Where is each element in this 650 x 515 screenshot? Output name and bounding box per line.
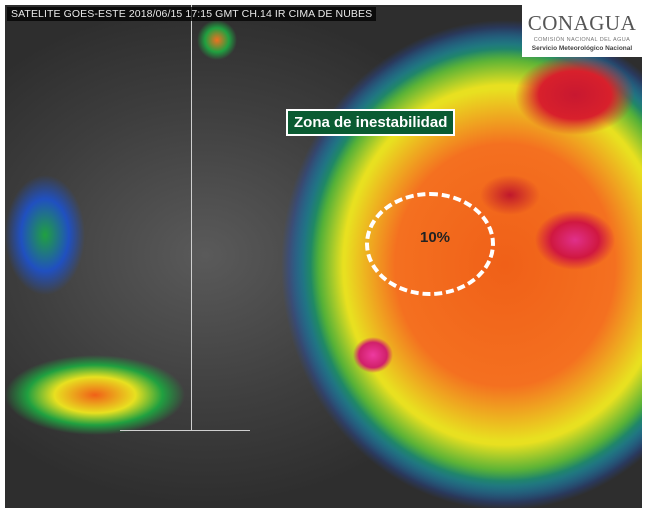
conagua-logo: CONAGUA COMISIÓN NACIONAL DEL AGUA Servi… — [522, 5, 642, 57]
probability-label: 10% — [420, 229, 451, 246]
logo-subtitle: COMISIÓN NACIONAL DEL AGUA — [533, 37, 631, 43]
logo-service: Servicio Meteorológico Nacional — [531, 45, 633, 52]
map-gridline — [120, 430, 250, 431]
logo-name: CONAGUA — [527, 11, 637, 35]
satellite-image — [5, 5, 642, 508]
instability-zone-label: Zona de inestabilidad — [286, 109, 456, 136]
image-title: SATELITE GOES-ESTE 2018/06/15 17:15 GMT … — [7, 7, 377, 21]
map-gridline — [191, 5, 192, 430]
instability-zone-circle — [365, 192, 495, 296]
